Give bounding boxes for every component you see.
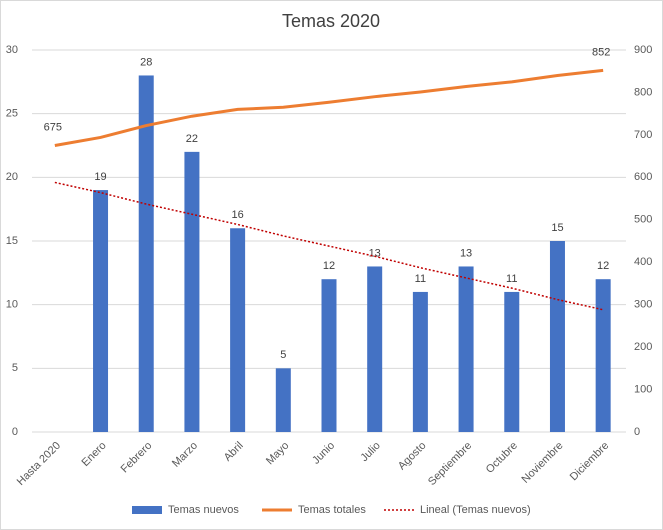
y-tick-label: 25 bbox=[6, 108, 18, 120]
data-label: 19 bbox=[94, 171, 106, 183]
y2-tick-label: 600 bbox=[634, 171, 652, 183]
y-tick-label: 5 bbox=[12, 362, 18, 374]
y-tick-label: 20 bbox=[6, 171, 18, 183]
y2-tick-label: 700 bbox=[634, 129, 652, 141]
data-label: 28 bbox=[140, 56, 152, 68]
bar bbox=[275, 368, 291, 432]
bar bbox=[549, 241, 565, 432]
data-label: 675 bbox=[44, 121, 62, 133]
y2-tick-label: 300 bbox=[634, 299, 652, 311]
legend-label: Temas nuevos bbox=[168, 504, 239, 516]
data-label: 16 bbox=[231, 209, 243, 221]
y2-tick-label: 400 bbox=[634, 256, 652, 268]
data-label: 12 bbox=[323, 260, 335, 272]
trend-line bbox=[54, 181, 604, 311]
bar bbox=[93, 190, 109, 432]
bar bbox=[367, 266, 383, 432]
bar bbox=[321, 279, 337, 432]
legend-swatch bbox=[132, 506, 162, 514]
y2-tick-label: 900 bbox=[634, 44, 652, 56]
data-label: 22 bbox=[186, 133, 198, 145]
legend-label: Temas totales bbox=[298, 504, 366, 516]
data-label: 11 bbox=[415, 273, 426, 285]
data-label: 5 bbox=[280, 349, 286, 361]
bar bbox=[138, 75, 154, 432]
y-tick-label: 30 bbox=[6, 44, 18, 56]
chart-title: Temas 2020 bbox=[282, 11, 380, 31]
data-label: 11 bbox=[506, 273, 517, 285]
y2-tick-label: 100 bbox=[634, 383, 652, 395]
y-tick-label: 10 bbox=[6, 299, 18, 311]
y-tick-label: 15 bbox=[6, 235, 18, 247]
data-label: 15 bbox=[551, 222, 563, 234]
line bbox=[54, 68, 604, 147]
data-label: 13 bbox=[460, 247, 472, 259]
y2-tick-label: 500 bbox=[634, 214, 652, 226]
bar bbox=[230, 228, 246, 432]
bar bbox=[412, 291, 428, 432]
y2-tick-label: 0 bbox=[634, 426, 640, 438]
bar bbox=[458, 266, 474, 432]
data-label: 13 bbox=[369, 247, 381, 259]
bar bbox=[184, 151, 200, 432]
data-label: 12 bbox=[597, 260, 609, 272]
data-label: 852 bbox=[592, 46, 610, 58]
bar bbox=[595, 279, 611, 432]
y-tick-label: 0 bbox=[12, 426, 18, 438]
legend-label: Lineal (Temas nuevos) bbox=[420, 504, 531, 516]
y2-tick-label: 200 bbox=[634, 341, 652, 353]
y2-tick-label: 800 bbox=[634, 86, 652, 98]
bar bbox=[504, 291, 520, 432]
